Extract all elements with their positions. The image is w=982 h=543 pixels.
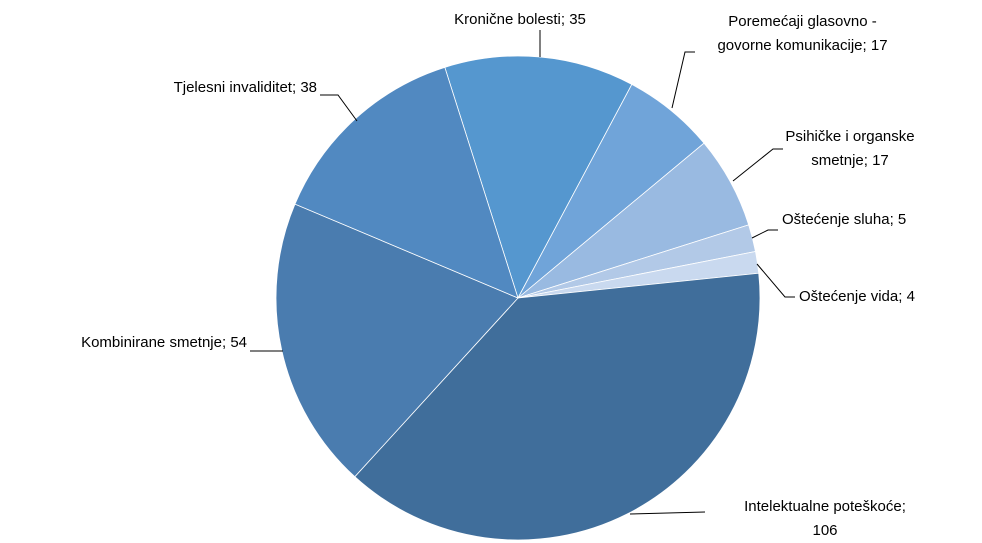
category-name: Kronične bolesti (454, 11, 561, 28)
value-label: 35 (569, 11, 586, 28)
pie-slice (444, 55, 633, 300)
label-separator: ; (889, 211, 898, 228)
value-label: 106 (812, 522, 838, 539)
value-label: 5 (897, 211, 907, 228)
category-name: Oštećenje sluha (782, 211, 890, 228)
value-label: 4 (906, 288, 915, 305)
value-label: 54 (230, 334, 247, 351)
data-label: Kombinirane smetnje; 54 (0, 331, 247, 355)
data-label: Psihičke i organske smetnje; 17 (770, 125, 930, 173)
leader-line (629, 511, 706, 515)
pie-slice (275, 203, 519, 478)
category-name: Kombinirane smetnje (81, 334, 222, 351)
data-label: Kronične bolesti; 35 (400, 8, 640, 32)
category-name: Tjelesni invaliditet (173, 79, 292, 96)
pie-slice (294, 66, 519, 299)
label-separator: ; (901, 498, 906, 515)
value-label: 17 (870, 37, 888, 54)
label-separator: ; (560, 11, 570, 28)
data-label: Poremećaji glasovno - govorne komunikaci… (715, 10, 890, 58)
label-separator: ; (221, 334, 231, 351)
data-label: Oštećenje vida; 4 (799, 285, 982, 309)
category-name: Poremećaji glasovno - govorne komunikaci… (717, 13, 877, 54)
category-name: Psihičke i organske smetnje (785, 128, 915, 169)
data-label: Tjelesni invaliditet; 38 (0, 76, 317, 100)
leader-line (751, 229, 778, 239)
data-label: Oštećenje sluha; 5 (782, 208, 982, 232)
slices (275, 55, 761, 541)
data-label: Intelektualne poteškoće; 106 (735, 495, 915, 543)
value-label: 17 (872, 152, 889, 169)
leader-line (671, 51, 695, 109)
category-name: Oštećenje vida (799, 288, 899, 305)
value-label: 38 (300, 79, 317, 96)
leader-line (756, 263, 795, 298)
label-separator: ; (898, 288, 907, 305)
leader-line (320, 94, 358, 122)
leader-line (732, 148, 783, 182)
label-separator: ; (291, 79, 301, 96)
pie-slice (354, 272, 761, 541)
label-separator: ; (863, 152, 873, 169)
category-name: Intelektualne poteškoće (744, 498, 902, 515)
label-separator: ; (862, 37, 871, 54)
